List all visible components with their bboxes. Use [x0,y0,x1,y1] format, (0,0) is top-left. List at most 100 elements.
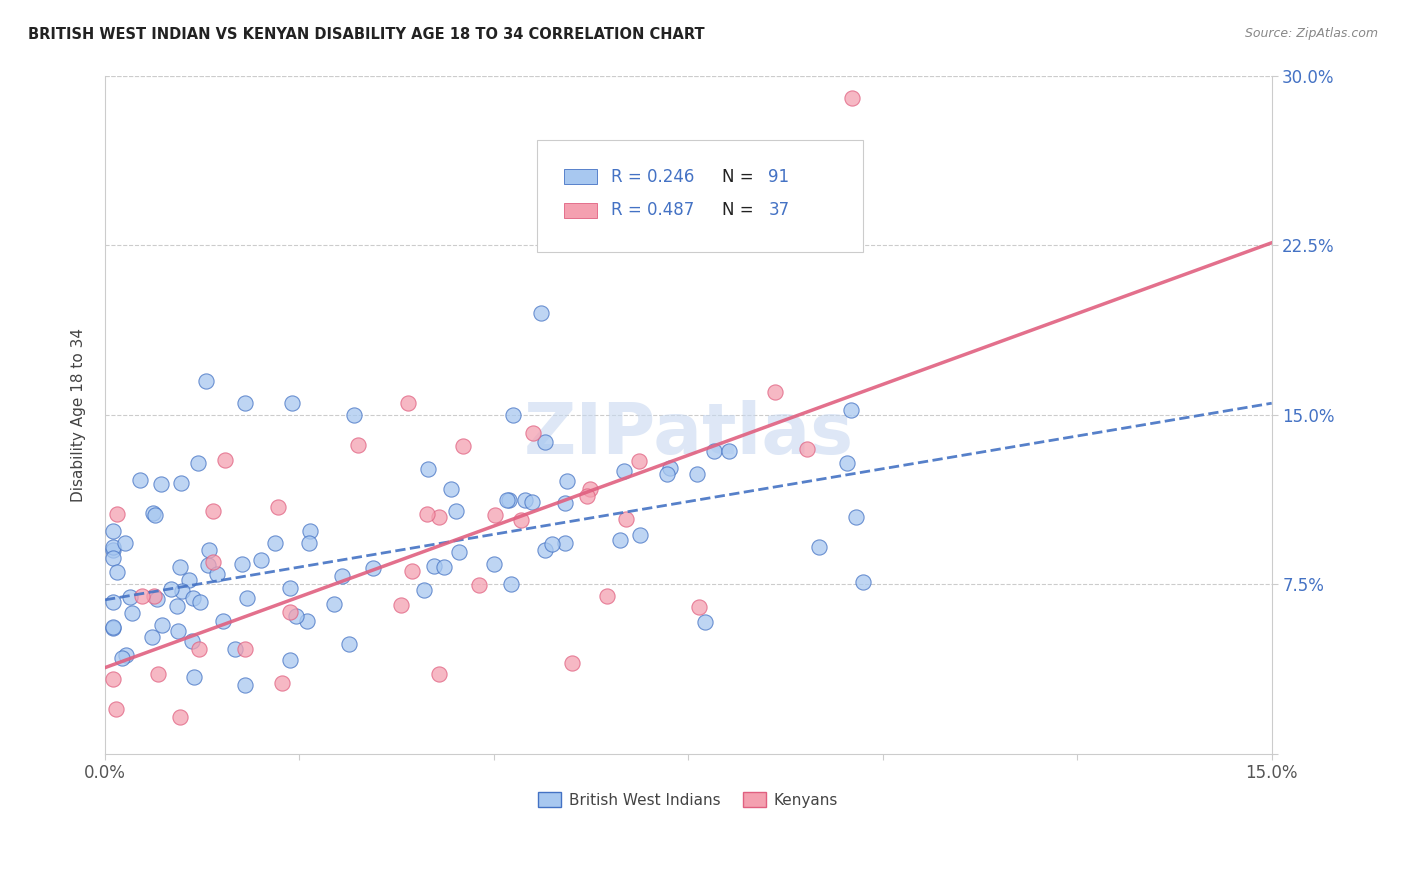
Point [181,591,204,606]
FancyBboxPatch shape [564,169,598,184]
Point [188,595,211,609]
Point [101,551,124,566]
Point [796,442,818,456]
Point [515,492,537,507]
Point [114,648,136,663]
Point [267,500,290,514]
Point [141,630,163,644]
Point [845,509,868,524]
Point [263,536,285,550]
Point [187,642,209,657]
Point [202,504,225,518]
Point [613,464,636,478]
Point [111,651,134,665]
Point [688,600,710,615]
Point [427,510,450,524]
Point [118,591,141,605]
Point [343,408,366,422]
Point [250,553,273,567]
Point [501,577,523,591]
Point [298,536,321,550]
Point [280,396,302,410]
Point [195,374,218,388]
Point [401,564,423,578]
Point [270,676,292,690]
Point [233,642,256,657]
Point [614,512,637,526]
Point [322,597,344,611]
Point [609,533,631,548]
Point [235,591,257,605]
Point [231,558,253,572]
Point [440,483,463,497]
Point [433,560,456,574]
Y-axis label: Disability Age 18 to 34: Disability Age 18 to 34 [72,327,86,501]
Point [529,306,551,320]
Point [101,620,124,634]
Point [177,573,200,587]
Point [717,444,740,458]
Point [534,435,557,450]
Text: N =: N = [721,168,759,186]
Point [510,513,533,527]
Point [159,582,181,596]
Legend: British West Indians, Kenyans: British West Indians, Kenyans [533,786,845,814]
Point [233,678,256,692]
Point [169,709,191,723]
Point [807,540,830,554]
Text: BRITISH WEST INDIAN VS KENYAN DISABILITY AGE 18 TO 34 CORRELATION CHART: BRITISH WEST INDIAN VS KENYAN DISABILITY… [28,27,704,42]
Point [101,542,124,557]
FancyBboxPatch shape [564,203,598,218]
Point [389,599,412,613]
Point [763,384,786,399]
Point [841,91,863,105]
Point [447,545,470,559]
Text: Source: ZipAtlas.com: Source: ZipAtlas.com [1244,27,1378,40]
Point [522,425,544,440]
Point [655,467,678,482]
Point [628,528,651,542]
Point [555,475,578,489]
Point [837,456,859,470]
Point [596,590,619,604]
Point [446,503,468,517]
Point [484,508,506,522]
Text: ZIPatlas: ZIPatlas [523,401,853,469]
Point [423,558,446,573]
Point [298,524,321,538]
Point [183,670,205,684]
Point [627,454,650,468]
Point [224,642,246,657]
Point [167,624,190,638]
Point [520,495,543,509]
Point [278,653,301,667]
Point [121,607,143,621]
Point [170,475,193,490]
Point [852,574,875,589]
Point [297,615,319,629]
Point [101,622,124,636]
Point [105,565,128,579]
Point [114,535,136,549]
Point [418,462,440,476]
Point [214,453,236,467]
Point [143,508,166,522]
Point [149,476,172,491]
Point [187,456,209,470]
Point [146,667,169,681]
Point [181,633,204,648]
Point [541,536,564,550]
Point [101,595,124,609]
Point [330,568,353,582]
Point [703,444,725,458]
Point [468,578,491,592]
Point [131,589,153,603]
Point [484,557,506,571]
Point [101,540,124,554]
Point [211,614,233,628]
Point [101,524,124,539]
FancyBboxPatch shape [537,140,863,252]
Point [396,396,419,410]
Point [561,656,583,670]
Point [233,396,256,410]
